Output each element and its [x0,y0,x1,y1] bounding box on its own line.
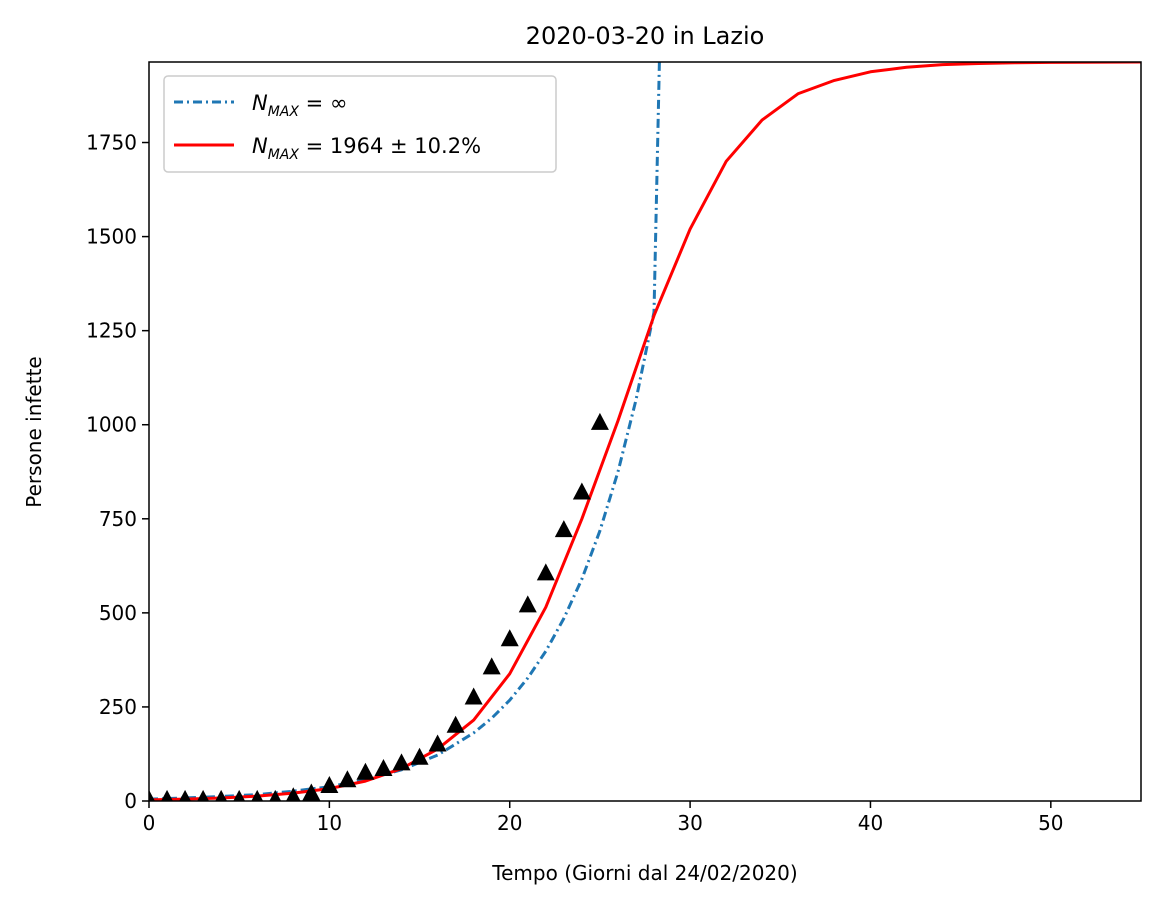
legend-entry: NMAX = 1964 ± 10.2% [252,134,481,163]
data-point-marker [233,789,246,801]
data-point-marker [320,775,339,793]
legend-entry: NMAX = ∞ [252,91,347,120]
y-tick-label: 750 [99,507,137,531]
data-point-marker [392,753,411,771]
series-line-exponential [149,62,661,801]
data-point-marker [269,789,282,801]
chart-title: 2020-03-20 in Lazio [526,22,765,50]
data-point-marker [464,687,483,705]
y-axis-label: Persone infette [22,356,46,507]
data-point-marker [482,657,501,675]
data-point-marker [446,715,465,733]
data-point-marker [410,747,429,765]
data-point-marker [500,629,519,647]
data-point-marker [179,789,191,801]
plot-frame [148,61,1142,802]
data-point-marker [161,789,173,801]
x-tick-label: 50 [1038,811,1063,835]
y-tick-label: 500 [99,601,137,625]
data-point-marker [518,595,537,613]
y-tick-label: 0 [124,789,137,813]
y-tick-label: 1500 [86,225,137,249]
legend: NMAX = ∞ NMAX = 1964 ± 10.2% [163,75,557,173]
marker-series [149,412,609,801]
x-tick-label: 10 [317,811,342,835]
data-point-marker [428,734,447,752]
plot-area [149,62,1141,801]
legend-box [163,75,557,173]
data-point-marker [374,759,393,777]
series-line-logistic [149,62,1141,801]
data-point-marker [197,789,210,801]
data-point-marker [590,412,609,430]
data-point-marker [554,520,573,538]
x-axis-label: Tempo (Giorni dal 24/02/2020) [491,861,797,885]
data-point-marker [149,789,155,801]
x-tick-label: 30 [677,811,702,835]
y-tick-label: 1000 [86,413,137,437]
data-point-marker [215,789,228,801]
x-tick-label: 20 [497,811,522,835]
data-point-marker [338,770,357,788]
data-point-marker [572,482,591,500]
x-tick-label: 0 [143,811,156,835]
y-tick-label: 1250 [86,319,137,343]
data-point-marker [356,762,375,780]
data-point-marker [251,789,264,801]
x-tick-label: 40 [858,811,883,835]
y-tick-label: 1750 [86,131,137,155]
y-tick-label: 250 [99,695,137,719]
data-point-marker [536,563,555,581]
data-point-marker [302,783,321,801]
data-point-marker [286,787,301,801]
